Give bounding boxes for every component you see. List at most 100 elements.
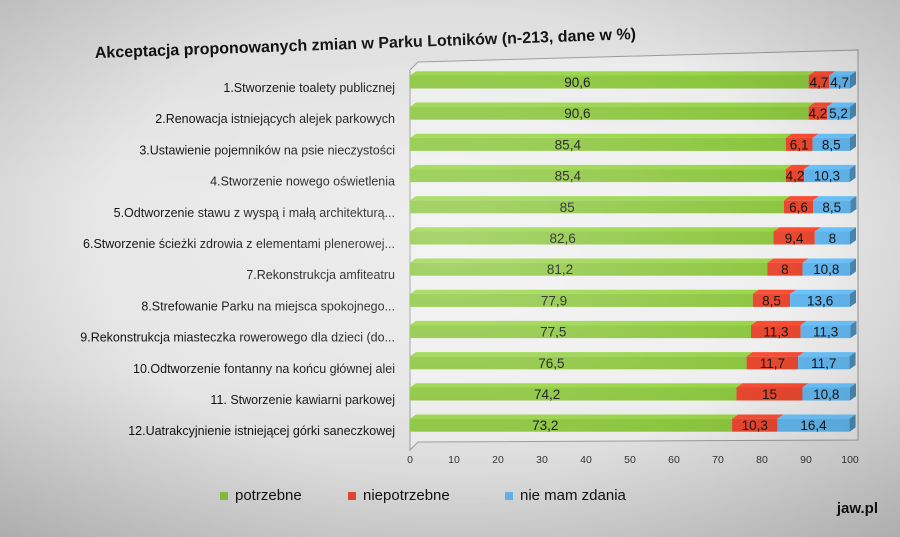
bar-top-potrzebne	[410, 383, 743, 388]
bar-end-face	[849, 414, 856, 432]
bar-top-potrzebne	[410, 164, 792, 170]
bar-top-potrzebne	[410, 258, 774, 263]
bar-top-nie-mam-zdania	[802, 383, 856, 388]
category-label: 11. Stworzenie kawiarni parkowej	[210, 393, 395, 407]
data-label: 8	[781, 262, 789, 277]
x-tick-label: 80	[756, 454, 768, 466]
bar-top-potrzebne	[410, 133, 792, 138]
data-label: 10,8	[813, 262, 839, 277]
bar-segment-potrzebne	[410, 418, 733, 432]
data-label: 81,2	[547, 262, 573, 277]
bar-segment-nie-mam-zdania	[812, 137, 850, 151]
bar-segment-niepotrzebne	[785, 169, 805, 183]
data-label: 11,3	[813, 325, 838, 340]
category-label: 8.Strefowanie Parku na miejsca spokojneg…	[141, 299, 395, 313]
data-label: 8,5	[822, 137, 841, 152]
bar-end-face	[850, 289, 856, 307]
data-label: 4,2	[808, 106, 827, 121]
bar-segment-potrzebne	[410, 387, 737, 401]
bar-end-face	[850, 196, 857, 214]
data-label: 13,6	[807, 293, 833, 308]
bar-end-face	[850, 133, 856, 151]
bar-top-potrzebne	[410, 320, 757, 326]
category-label: 5.Odtworzenie stawu z wyspą i małą archi…	[114, 206, 395, 220]
category-label: 4.Stworzenie nowego oświetlenia	[210, 175, 395, 189]
bar-top-niepotrzebne	[808, 71, 836, 76]
bar-segment-potrzebne	[410, 75, 809, 89]
data-label: 73,2	[532, 418, 558, 433]
bar-end-face	[850, 227, 856, 245]
bar-top-niepotrzebne	[784, 196, 820, 201]
bar-segment-nie-mam-zdania	[798, 356, 850, 370]
data-label: 8,5	[762, 293, 781, 308]
x-tick-label: 100	[841, 454, 859, 466]
data-label: 4,2	[786, 169, 805, 184]
bar-segment-potrzebne	[410, 293, 753, 307]
bar-segment-nie-mam-zdania	[813, 200, 851, 214]
x-tick-label: 40	[580, 454, 592, 466]
bar-segment-niepotrzebne	[808, 75, 830, 89]
data-label: 85	[560, 200, 575, 215]
bar-end-face	[850, 71, 856, 89]
data-label: 5,2	[829, 106, 848, 121]
bar-end-face	[850, 102, 856, 120]
bar-segment-niepotrzebne	[752, 293, 791, 307]
bar-top-potrzebne	[410, 289, 759, 294]
bar-top-nie-mam-zdania	[802, 258, 856, 263]
data-label: 10,3	[742, 418, 768, 433]
bar-top-nie-mam-zdania	[813, 196, 857, 201]
bar-segment-nie-mam-zdania	[827, 106, 850, 120]
bar-segment-niepotrzebne	[808, 106, 828, 120]
bar-end-face	[850, 320, 857, 339]
category-label: 12.Uatrakcyjnienie istniejącej górki san…	[128, 424, 395, 438]
category-label: 2.Renowacja istniejących alejek parkowyc…	[155, 112, 395, 126]
legend-label: niepotrzebne	[363, 487, 450, 504]
bar-top-niepotrzebne	[785, 164, 811, 170]
bar-end-face	[849, 164, 856, 183]
bar-end-face	[850, 258, 856, 276]
data-label: 11,7	[811, 356, 836, 371]
bar-top-niepotrzebne	[736, 383, 809, 388]
data-label: 77,5	[540, 325, 566, 340]
legend-label: nie mam zdania	[520, 487, 627, 504]
bar-top-niepotrzebne	[767, 258, 809, 263]
legend-label: potrzebne	[235, 487, 302, 504]
x-tick-label: 10	[448, 454, 460, 466]
x-tick-label: 30	[536, 454, 548, 466]
legend-swatch	[505, 492, 513, 500]
legend-swatch	[348, 492, 356, 500]
data-label: 4,7	[830, 75, 849, 90]
data-label: 11,7	[760, 356, 785, 371]
bar-segment-nie-mam-zdania	[802, 387, 850, 401]
bar-top-nie-mam-zdania	[814, 227, 856, 232]
bar-segment-potrzebne	[410, 169, 786, 183]
x-tick-label: 50	[624, 454, 636, 466]
data-label: 4,7	[810, 75, 829, 90]
bar-segment-nie-mam-zdania	[814, 231, 850, 245]
bar-top-potrzebne	[410, 352, 753, 357]
bar-segment-niepotrzebne	[746, 356, 799, 370]
bar-segment-niepotrzebne	[767, 262, 803, 276]
bar-top-nie-mam-zdania	[804, 164, 856, 170]
bar-top-niepotrzebne	[751, 320, 807, 326]
bar-top-nie-mam-zdania	[777, 414, 856, 419]
data-label: 77,9	[541, 293, 567, 308]
watermark: jaw.pl	[836, 500, 878, 517]
data-label: 90,6	[564, 75, 590, 90]
bar-segment-potrzebne	[410, 200, 784, 214]
data-label: 9,4	[785, 231, 804, 246]
data-label: 76,5	[538, 356, 564, 371]
bar-segment-nie-mam-zdania	[804, 169, 850, 183]
data-label: 85,4	[555, 137, 582, 152]
x-tick-label: 70	[712, 454, 724, 466]
data-label: 8	[829, 231, 837, 246]
bar-top-nie-mam-zdania	[812, 133, 856, 138]
bar-top-potrzebne	[410, 414, 739, 419]
x-tick-label: 20	[492, 454, 504, 466]
x-tick-label: 60	[668, 454, 680, 466]
bar-end-face	[849, 352, 856, 370]
bar-segment-niepotrzebne	[751, 325, 801, 339]
data-label: 10,8	[813, 387, 839, 402]
data-label: 10,3	[814, 169, 840, 184]
